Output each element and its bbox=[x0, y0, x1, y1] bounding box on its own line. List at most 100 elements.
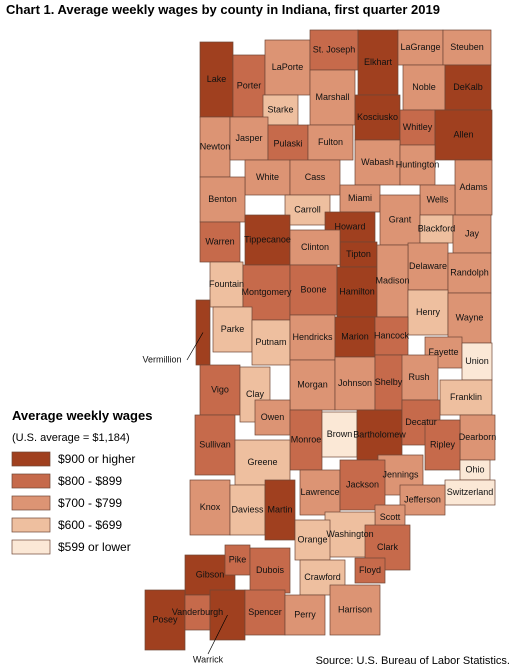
county-label: Fulton bbox=[318, 137, 343, 147]
leader-line bbox=[186, 332, 204, 361]
county-label: Jennings bbox=[382, 469, 419, 479]
county bbox=[267, 124, 309, 164]
county-label: Wells bbox=[427, 194, 449, 204]
county bbox=[299, 469, 341, 516]
county-label: Franklin bbox=[450, 392, 482, 402]
county-label: Boone bbox=[300, 284, 326, 294]
county bbox=[251, 319, 291, 366]
county bbox=[397, 29, 444, 66]
county bbox=[461, 342, 493, 381]
county-label: Noble bbox=[412, 82, 436, 92]
county-label: Grant bbox=[389, 214, 412, 224]
county-label: Howard bbox=[334, 221, 365, 231]
legend-swatch bbox=[11, 451, 51, 467]
county-label: Whitley bbox=[403, 122, 433, 132]
county-label: Warrick bbox=[193, 654, 224, 664]
county-label: Dearborn bbox=[459, 432, 497, 442]
county bbox=[229, 484, 266, 536]
county-label: Sullivan bbox=[199, 439, 231, 449]
county bbox=[254, 399, 291, 436]
county-label: Newton bbox=[200, 141, 231, 151]
county-label: Vanderburgh bbox=[172, 607, 223, 617]
county bbox=[459, 414, 496, 461]
county bbox=[264, 479, 296, 541]
county-label: Hamilton bbox=[339, 286, 375, 296]
county-label: Ohio bbox=[465, 464, 484, 474]
county-label: Clark bbox=[377, 542, 399, 552]
legend-label: $599 or lower bbox=[58, 540, 131, 554]
county-label: Martin bbox=[267, 504, 292, 514]
county-label: Kosciusko bbox=[357, 112, 398, 122]
county bbox=[356, 409, 403, 461]
county-label: Brown bbox=[327, 429, 353, 439]
county-label: Warren bbox=[205, 236, 234, 246]
legend: $900 or higher $800 - $899 $700 - $799 $600… bbox=[11, 451, 135, 555]
county-label: Floyd bbox=[359, 565, 381, 575]
county bbox=[232, 54, 266, 118]
county-label: Miami bbox=[348, 193, 372, 203]
legend-subtitle: (U.S. average = $1,184) bbox=[12, 432, 130, 444]
county bbox=[424, 419, 461, 471]
county bbox=[229, 116, 269, 161]
counties bbox=[144, 29, 496, 651]
county bbox=[289, 314, 336, 361]
labels: Lake Porter LaPorte St. Joseph Elkhart LaGran… bbox=[142, 42, 496, 665]
county-label: Marion bbox=[341, 331, 369, 341]
county bbox=[284, 194, 331, 226]
county bbox=[354, 139, 401, 186]
county bbox=[444, 479, 496, 506]
legend-title: Average weekly wages bbox=[12, 408, 152, 423]
county bbox=[379, 194, 421, 246]
county-label: Hancock bbox=[374, 330, 410, 340]
county bbox=[407, 242, 449, 291]
legend-label: $700 - $799 bbox=[58, 496, 122, 510]
county-label: Harrison bbox=[338, 604, 372, 614]
county-label: Monroe bbox=[291, 434, 322, 444]
county-label: Fountain bbox=[209, 279, 244, 289]
title: Chart 1. Average weekly wages by county … bbox=[6, 2, 440, 17]
county-label: Scott bbox=[380, 512, 401, 522]
county-label: Vermillion bbox=[142, 354, 181, 364]
county bbox=[294, 519, 331, 561]
county-label: Parke bbox=[221, 324, 245, 334]
county bbox=[199, 176, 246, 223]
county-label: Union bbox=[465, 356, 489, 366]
county-label: DeKalb bbox=[453, 82, 483, 92]
county-label: Starke bbox=[267, 104, 293, 114]
county bbox=[194, 414, 236, 476]
county bbox=[307, 124, 354, 161]
county bbox=[339, 459, 386, 511]
county bbox=[309, 29, 359, 71]
county-label: Wayne bbox=[456, 312, 484, 322]
county bbox=[212, 306, 253, 353]
county bbox=[329, 584, 381, 636]
county bbox=[407, 289, 449, 336]
legend-swatch bbox=[11, 539, 51, 555]
county-label: Carroll bbox=[294, 204, 321, 214]
county-label: LaPorte bbox=[272, 62, 304, 72]
county-label: Jasper bbox=[235, 133, 262, 143]
county-label: Tippecanoe bbox=[244, 234, 291, 244]
county-label: Montgomery bbox=[241, 287, 292, 297]
county-label: Owen bbox=[261, 412, 285, 422]
county bbox=[447, 292, 492, 344]
county bbox=[447, 252, 492, 294]
legend-label: $900 or higher bbox=[58, 452, 135, 466]
county bbox=[376, 244, 409, 318]
county bbox=[189, 479, 231, 536]
county-label: LaGrange bbox=[400, 42, 440, 52]
county-label: Switzerland bbox=[447, 487, 494, 497]
county-label: Pulaski bbox=[273, 138, 302, 148]
county-label: Clinton bbox=[301, 242, 329, 252]
county bbox=[264, 39, 311, 96]
source: Source: U.S. Bureau of Labor Statistics. bbox=[316, 655, 510, 667]
county-label: Pike bbox=[229, 554, 247, 564]
county-label: Lake bbox=[207, 74, 227, 84]
county bbox=[262, 94, 299, 126]
county-label: Ripley bbox=[430, 439, 456, 449]
county bbox=[402, 64, 446, 111]
county-label: Spencer bbox=[248, 607, 282, 617]
county-label: Marshall bbox=[315, 92, 349, 102]
county-label: Benton bbox=[208, 194, 237, 204]
